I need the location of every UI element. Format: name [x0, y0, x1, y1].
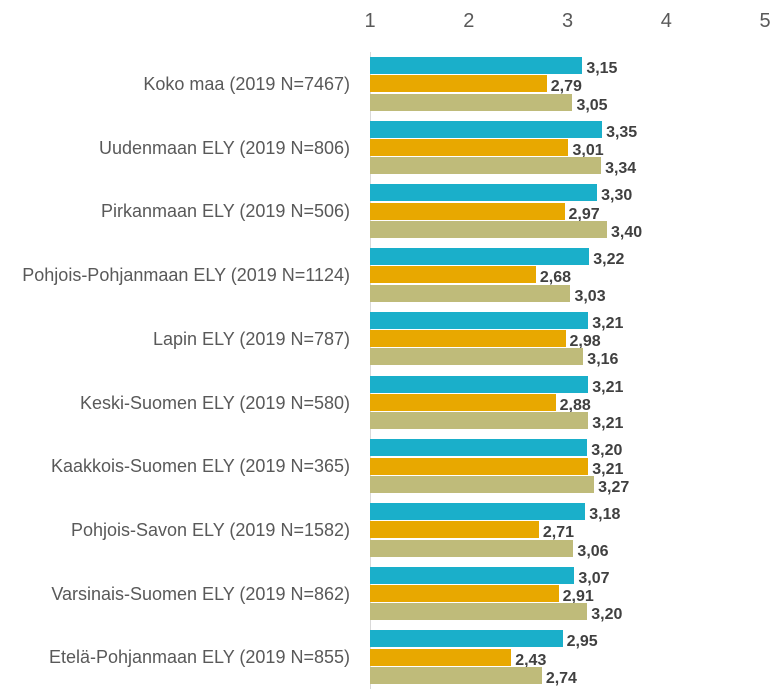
- data-label: 2,91: [562, 587, 594, 605]
- y-tick-label: Koko maa (2019 N=7467): [143, 74, 350, 94]
- bar: [370, 375, 589, 393]
- data-label: 2,95: [566, 633, 598, 651]
- category-label-box: Pohjois-Pohjanmaan ELY (2019 N=1124): [0, 243, 350, 307]
- category-label-box: Pohjois-Savon ELY (2019 N=1582): [0, 498, 350, 562]
- bar: [370, 439, 588, 457]
- data-label: 2,97: [568, 205, 600, 223]
- bar: [370, 93, 573, 111]
- data-label: 2,43: [515, 651, 547, 669]
- bar: [370, 120, 603, 138]
- bar: [370, 603, 588, 621]
- bar: [370, 475, 595, 493]
- category-label-box: Pirkanmaan ELY (2019 N=506): [0, 179, 350, 243]
- data-label: 3,20: [591, 442, 623, 460]
- y-tick-label: Lapin ELY (2019 N=787): [153, 328, 350, 349]
- bar: [370, 539, 574, 557]
- category-label-box: Koko maa (2019 N=7467): [0, 52, 350, 116]
- bar: [370, 648, 512, 666]
- y-tick-label: Etelä-Pohjanmaan ELY (2019 N=855): [48, 647, 350, 668]
- category-label-box: Lapin ELY (2019 N=787): [0, 307, 350, 371]
- x-tick-label: 1: [364, 10, 376, 32]
- bar: [370, 348, 584, 366]
- data-label: 2,98: [569, 333, 601, 351]
- data-label: 2,74: [545, 669, 577, 687]
- bar: [370, 75, 547, 93]
- bar: [370, 502, 586, 520]
- category-label-box: Kaakkois-Suomen ELY (2019 N=365): [0, 434, 350, 498]
- data-label: 2,88: [559, 396, 591, 414]
- data-label: 3,35: [606, 123, 638, 141]
- category-label-box: Etelä-Pohjanmaan ELY (2019 N=855): [0, 625, 350, 689]
- data-label: 3,30: [601, 187, 633, 205]
- bar: [370, 393, 556, 411]
- y-tick-label: Kaakkois-Suomen ELY (2019 N=365): [50, 456, 350, 477]
- data-label: 3,18: [589, 505, 621, 523]
- data-label: 3,15: [586, 60, 618, 77]
- data-label: 2,68: [539, 269, 572, 287]
- data-label: 3,01: [572, 142, 604, 159]
- bar: [370, 521, 539, 539]
- data-label: 3,21: [592, 415, 624, 433]
- category-label-box: Varsinais-Suomen ELY (2019 N=862): [0, 562, 350, 626]
- bar: [370, 139, 569, 156]
- bar: [370, 457, 589, 475]
- data-label: 3,21: [592, 314, 624, 332]
- category-label-box: Uudenmaan ELY (2019 N=806): [0, 116, 350, 180]
- data-label: 3,22: [593, 251, 625, 269]
- bar: [370, 584, 559, 602]
- bar: [370, 266, 536, 284]
- bar: [370, 330, 566, 348]
- data-label: 3,21: [592, 378, 624, 396]
- bar: [370, 184, 598, 202]
- data-label: 2,71: [542, 524, 574, 542]
- data-label: 3,27: [598, 478, 630, 496]
- bar: [370, 412, 589, 430]
- data-label: 3,34: [605, 160, 637, 178]
- value-axis-line: [370, 52, 371, 689]
- bar: [370, 221, 607, 238]
- bar: [370, 248, 590, 266]
- bar: [370, 630, 563, 648]
- x-tick-label: 2: [463, 10, 475, 32]
- bar: [370, 202, 565, 220]
- bar: [370, 566, 575, 584]
- y-tick-label: Pirkanmaan ELY (2019 N=506): [101, 201, 350, 222]
- y-tick-label: Varsinais-Suomen ELY (2019 N=862): [51, 583, 350, 604]
- data-label: 3,05: [576, 96, 608, 114]
- x-tick-label: 4: [660, 10, 672, 32]
- bar: [370, 284, 571, 302]
- y-tick-label: Pohjois-Pohjanmaan ELY (2019 N=1124): [22, 265, 350, 286]
- bar: [370, 311, 589, 329]
- data-label: 2,79: [550, 78, 582, 96]
- y-tick-label: Pohjois-Savon ELY (2019 N=1582): [70, 519, 350, 540]
- bar: [370, 666, 542, 684]
- data-label: 3,20: [591, 606, 623, 624]
- bar: [370, 57, 583, 74]
- bar: [370, 157, 602, 175]
- data-label: 3,07: [578, 569, 610, 587]
- y-tick-label: Keski-Suomen ELY (2019 N=580): [80, 392, 350, 413]
- x-tick-label: 3: [561, 10, 574, 32]
- data-label: 3,03: [574, 287, 606, 305]
- data-label: 3,16: [587, 351, 619, 369]
- y-tick-label: Uudenmaan ELY (2019 N=806): [98, 137, 350, 158]
- data-label: 3,06: [577, 542, 609, 560]
- data-label: 3,21: [592, 460, 624, 478]
- data-label: 3,40: [611, 224, 643, 241]
- category-label-box: Keski-Suomen ELY (2019 N=580): [0, 371, 350, 435]
- x-tick-label: 5: [759, 10, 771, 32]
